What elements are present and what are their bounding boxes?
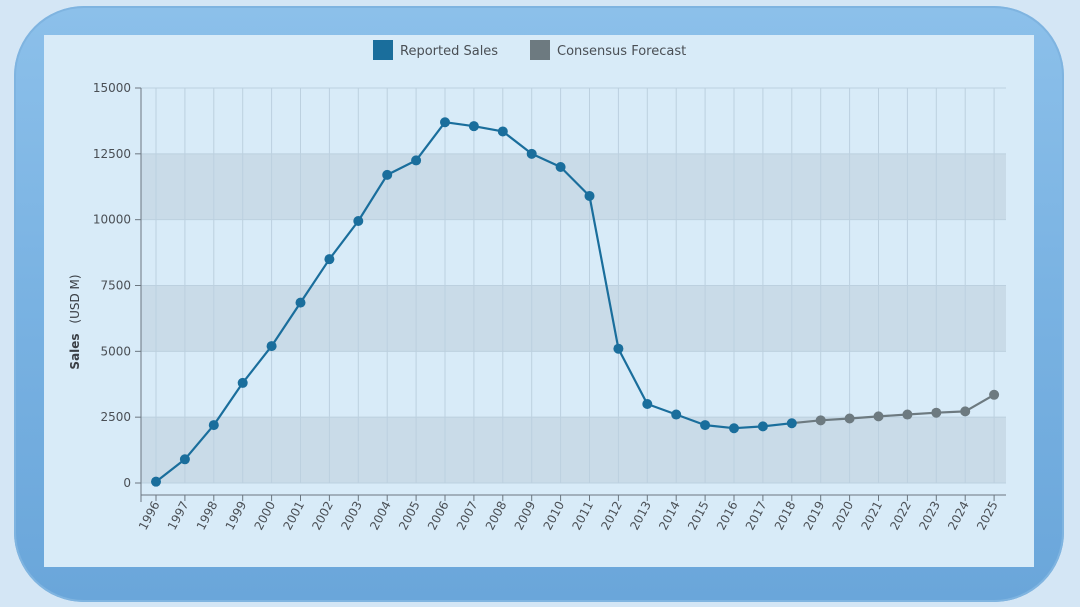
- reported-point-2015[interactable]: [700, 420, 711, 431]
- forecast-point-2025[interactable]: [989, 389, 1000, 400]
- background-bands: [141, 153, 1006, 483]
- x-tick-label: 2013: [627, 499, 654, 533]
- x-tick-label: 2012: [598, 499, 625, 533]
- y-tick-label: 0: [123, 476, 131, 490]
- reported-point-2003[interactable]: [353, 215, 364, 226]
- legend-label-reported[interactable]: Reported Sales: [400, 44, 498, 59]
- x-tick-label: 2018: [772, 499, 799, 533]
- x-tick-label: 2007: [454, 499, 481, 533]
- reported-point-2009[interactable]: [526, 148, 537, 159]
- reported-point-2010[interactable]: [555, 162, 566, 172]
- x-tick-label: 2022: [887, 499, 914, 533]
- x-tick-label: 2015: [685, 499, 712, 533]
- forecast-point-2021[interactable]: [873, 411, 884, 422]
- reported-point-2012[interactable]: [613, 343, 624, 354]
- x-tick-label: 2010: [541, 499, 568, 533]
- y-axis-title: Sales (USD M): [68, 274, 82, 369]
- forecast-point-2022[interactable]: [902, 409, 913, 420]
- reported-point-2004[interactable]: [382, 169, 393, 180]
- x-tick-label: 1998: [194, 499, 221, 533]
- reported-point-2007[interactable]: [468, 121, 479, 132]
- x-tick-label: 2011: [569, 499, 596, 533]
- reported-point-2006[interactable]: [440, 117, 450, 128]
- x-tick-label: 2021: [858, 499, 885, 533]
- reported-point-2001[interactable]: [295, 297, 306, 308]
- x-tick-label: 1999: [223, 499, 250, 533]
- x-tick-label: 2025: [974, 499, 1001, 533]
- chart-panel: 0 2500 5000 7500 10000 12500 15000 1996 1997 199…: [44, 35, 1034, 567]
- forecast-point-2023[interactable]: [931, 407, 942, 418]
- reported-point-2002[interactable]: [324, 254, 335, 265]
- reported-point-2008[interactable]: [497, 126, 508, 137]
- reported-point-1996[interactable]: [151, 476, 161, 487]
- reported-point-2011[interactable]: [584, 190, 595, 201]
- x-tick-label: 2023: [916, 499, 943, 533]
- legend-label-forecast[interactable]: Consensus Forecast: [557, 44, 686, 59]
- y-tick-label: 10000: [93, 213, 131, 227]
- reported-point-1997[interactable]: [179, 454, 190, 465]
- forecast-point-2024[interactable]: [960, 406, 971, 417]
- x-tick-label: 2002: [309, 499, 336, 533]
- y-tick-label: 15000: [93, 81, 131, 95]
- y-tick-label: 12500: [93, 147, 131, 161]
- y-axis-label-main: Sales: [68, 333, 82, 369]
- x-tick-labels: 1996 1997 1998 1999 2000 2001 2002 2003 2004 2005…: [136, 499, 1001, 533]
- x-tick-label: 2017: [743, 499, 770, 533]
- legend: Reported Sales Consensus Forecast: [373, 40, 686, 60]
- reported-point-2005[interactable]: [411, 155, 422, 166]
- x-tick-label: 2006: [425, 499, 452, 533]
- reported-point-1998[interactable]: [208, 420, 219, 431]
- x-tick-label: 2008: [483, 499, 510, 533]
- series-points: [151, 117, 1000, 487]
- x-tick-label: 1996: [136, 499, 163, 533]
- x-tick-label: 2003: [338, 499, 365, 533]
- band-0: [141, 417, 1006, 483]
- y-axis-label: Sales (USD M): [68, 274, 82, 369]
- x-tick-label: 2016: [714, 499, 741, 533]
- x-tick-label: 2001: [280, 499, 307, 533]
- y-tick-label: 5000: [100, 344, 131, 358]
- x-tick-label: 1997: [165, 499, 192, 533]
- y-tick-labels: 0 2500 5000 7500 10000 12500 15000: [93, 81, 131, 490]
- reported-point-2018[interactable]: [786, 418, 797, 429]
- x-tick-label: 2024: [945, 499, 972, 533]
- y-axis-label-unit: (USD M): [68, 274, 82, 323]
- reported-point-1999[interactable]: [237, 377, 248, 388]
- reported-point-2013[interactable]: [642, 399, 653, 409]
- x-tick-label: 2009: [512, 499, 539, 533]
- reported-point-2000[interactable]: [266, 341, 277, 352]
- forecast-point-2020[interactable]: [844, 413, 855, 424]
- x-tick-label: 2004: [367, 499, 394, 533]
- legend-swatch-reported[interactable]: [373, 40, 393, 60]
- x-tick-label: 2014: [656, 499, 683, 533]
- legend-swatch-forecast[interactable]: [530, 40, 550, 60]
- band-4: [141, 153, 1006, 220]
- band-2: [141, 285, 1006, 352]
- forecast-point-2019[interactable]: [815, 415, 826, 426]
- x-tick-label: 2019: [801, 499, 828, 533]
- x-tick-label: 2005: [396, 499, 423, 533]
- reported-point-2014[interactable]: [671, 409, 682, 420]
- reported-point-2017[interactable]: [757, 421, 768, 432]
- axes: [135, 87, 1006, 502]
- y-tick-label: 7500: [100, 279, 131, 293]
- x-tick-label: 2020: [830, 499, 857, 533]
- x-tick-label: 2000: [252, 499, 279, 533]
- y-tick-label: 2500: [100, 410, 131, 424]
- reported-point-2016[interactable]: [729, 423, 739, 434]
